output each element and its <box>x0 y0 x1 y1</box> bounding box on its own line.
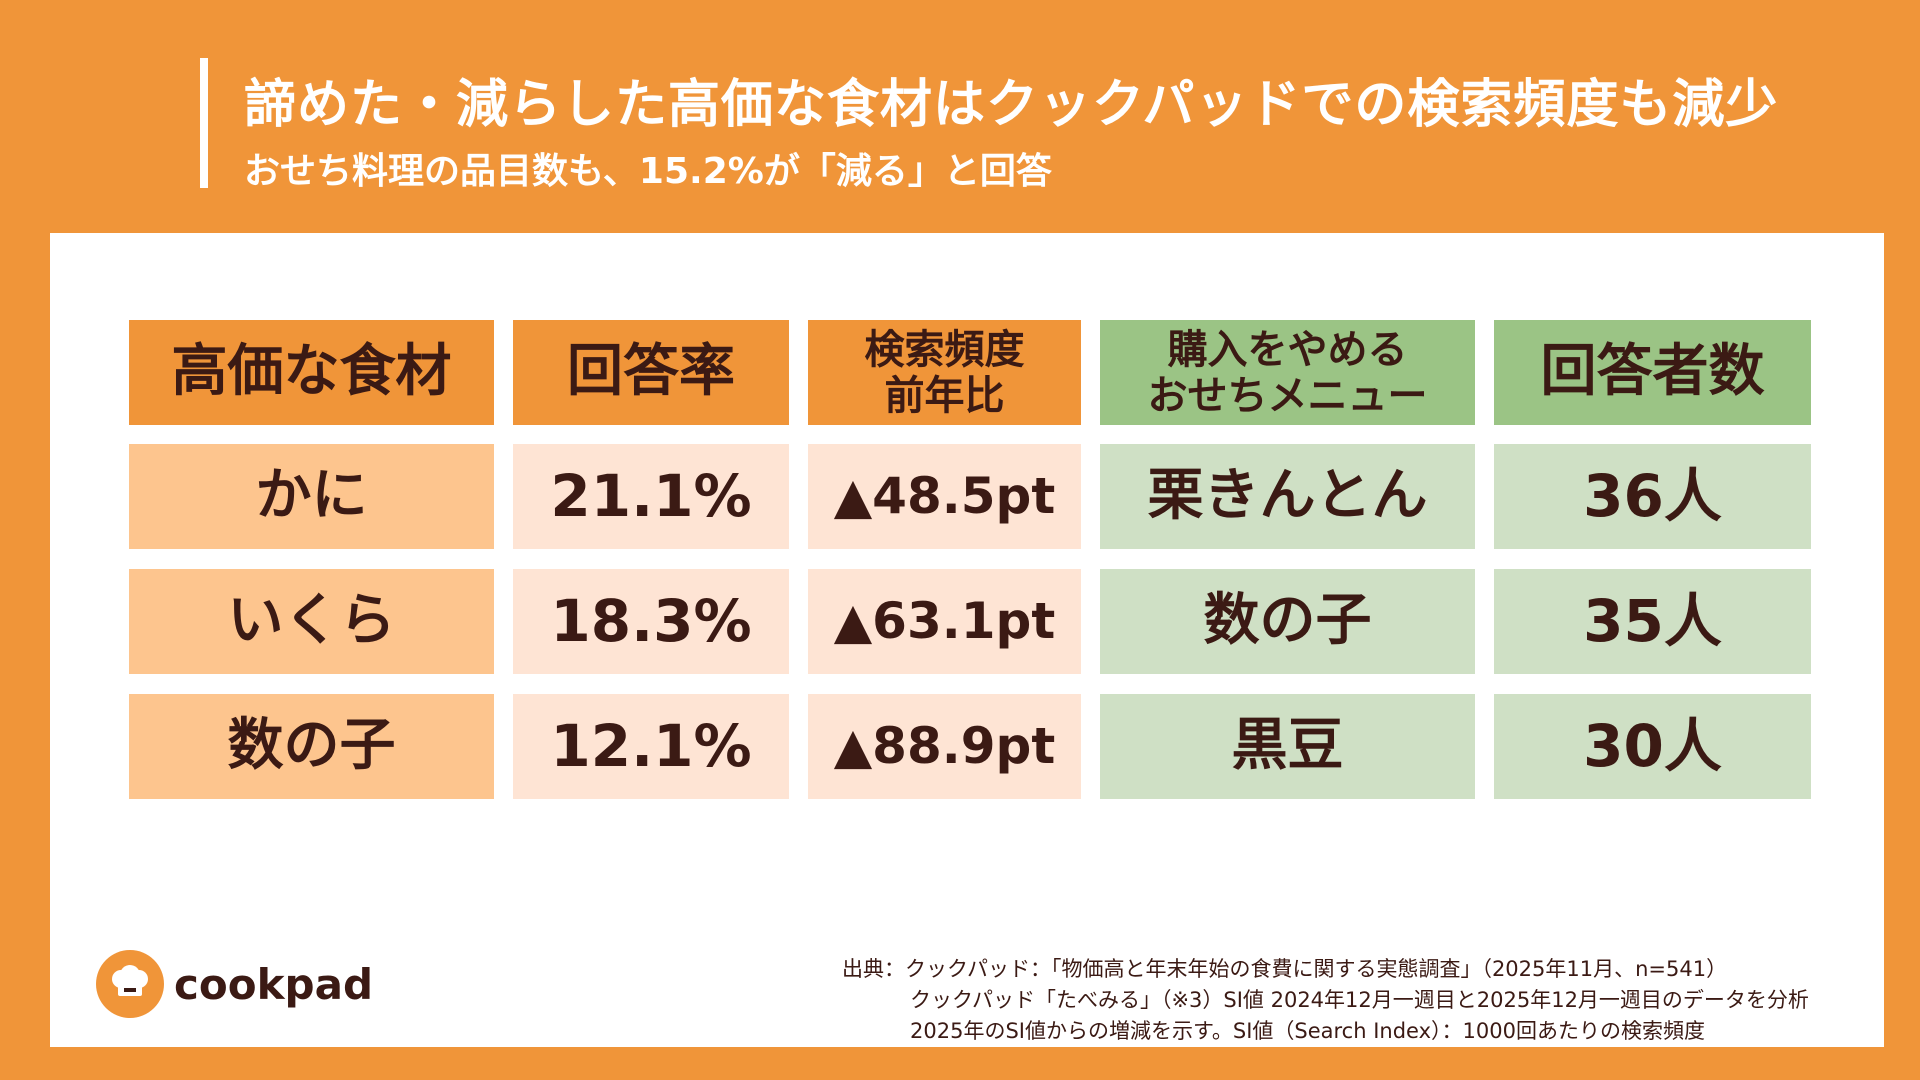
source-line: 2025年のSI値からの増減を示す。SI値（Search Index）：1000… <box>910 1019 1705 1043</box>
header-ingredient: 高価な食材 <box>129 320 494 425</box>
table-cell-ingredient: いくら <box>129 569 494 674</box>
table-cell-rate: 18.3% <box>513 569 789 674</box>
table-cell-menu: 栗きんとん <box>1100 444 1475 549</box>
table-cell-search: ▲48.5pt <box>808 444 1081 549</box>
table-cell-rate: 12.1% <box>513 694 789 799</box>
chef-hat-icon <box>96 950 164 1018</box>
title-accent-bar <box>200 58 208 188</box>
table-cell-search: ▲63.1pt <box>808 569 1081 674</box>
source-note: 出典：クックパッド：「物価高と年末年始の食費に関する実態調査」（2025年11月… <box>842 954 1809 1047</box>
page-subtitle: おせち料理の品目数も、15.2%が「減る」と回答 <box>244 151 1052 192</box>
table-cell-count: 30人 <box>1494 694 1811 799</box>
logo-text: cookpad <box>174 959 374 1009</box>
header-osechi-menu: 購入をやめる おせちメニュー <box>1100 320 1475 425</box>
table-cell-search: ▲88.9pt <box>808 694 1081 799</box>
page-title: 諦めた・減らした高価な食材はクックパッドでの検索頻度も減少 <box>244 75 1779 135</box>
table-cell-count: 35人 <box>1494 569 1811 674</box>
table-cell-ingredient: かに <box>129 444 494 549</box>
source-line: クックパッド「たべみる」（※3）SI値 2024年12月一週目と2025年12月… <box>910 988 1809 1012</box>
header-search-frequency: 検索頻度 前年比 <box>808 320 1081 425</box>
table-cell-ingredient: 数の子 <box>129 694 494 799</box>
header-response-rate: 回答率 <box>513 320 789 425</box>
source-line: 出典：クックパッド：「物価高と年末年始の食費に関する実態調査」（2025年11月… <box>842 957 1728 981</box>
header-respondents: 回答者数 <box>1494 320 1811 425</box>
cookpad-logo: cookpad <box>96 950 373 1018</box>
table-cell-rate: 21.1% <box>513 444 789 549</box>
table-cell-menu: 数の子 <box>1100 569 1475 674</box>
table-cell-menu: 黒豆 <box>1100 694 1475 799</box>
table-cell-count: 36人 <box>1494 444 1811 549</box>
